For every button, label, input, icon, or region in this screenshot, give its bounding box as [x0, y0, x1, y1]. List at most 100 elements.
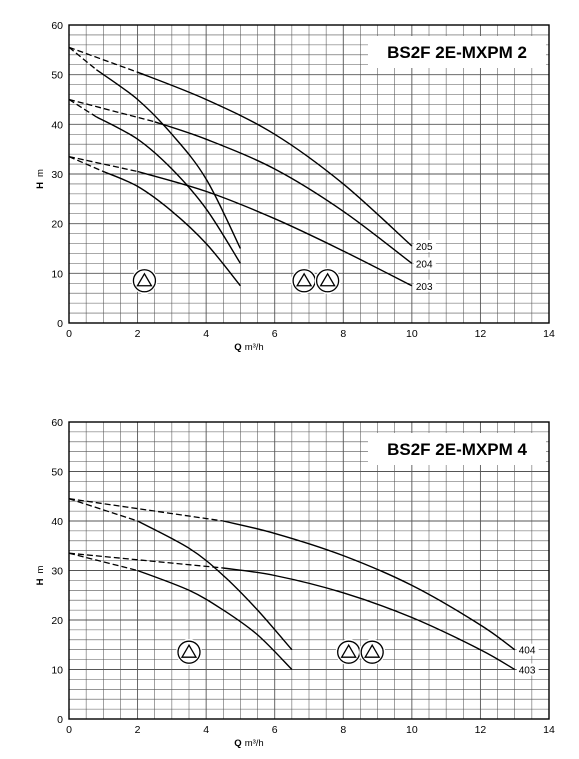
- series-line: [137, 71, 413, 247]
- series-curve: [68, 98, 241, 264]
- chart-title-box: [368, 433, 546, 465]
- series-dashed-segment: [68, 552, 138, 572]
- x-tick-label: 4: [203, 328, 209, 340]
- x-tick-label: 0: [66, 724, 72, 736]
- pump-triangle-icon: [364, 643, 381, 658]
- x-tick-label: 12: [475, 328, 487, 340]
- series-label-bg: [413, 279, 436, 292]
- y-axis-label-unit: m: [35, 169, 46, 177]
- series-line: [223, 520, 516, 651]
- y-tick-label: 60: [51, 417, 63, 429]
- series-dashed-segment: [68, 46, 138, 73]
- series-line: [96, 116, 241, 264]
- x-tick-label: 0: [66, 328, 72, 340]
- x-tick-label: 8: [340, 724, 346, 736]
- series-dashed-segment: [68, 552, 224, 569]
- series-curve: 203: [68, 155, 436, 293]
- chart-1: 0 2 4 6 8 10 12 14 0 10 20 30 40 50 60 Q m³/h Hm BS2F 2E-M…: [35, 20, 555, 353]
- series-dashed-segment: [68, 98, 155, 123]
- series-label: 203: [416, 282, 433, 293]
- series-line: [137, 170, 413, 287]
- y-axis-label: Hm: [35, 169, 46, 189]
- x-tick-label: 8: [340, 328, 346, 340]
- series-label-bg: [413, 240, 436, 253]
- chart-grid: [68, 24, 550, 324]
- chart-grid: [68, 421, 550, 720]
- chart-title: BS2F 2E-MXPM 4: [387, 440, 527, 459]
- chart-title-box: [368, 36, 546, 68]
- series-label-bg: [516, 643, 539, 656]
- x-tick-label: 14: [543, 328, 555, 340]
- series-dashed-segment: [68, 498, 138, 522]
- series-line: [103, 170, 241, 287]
- x-tick-label: 2: [135, 724, 141, 736]
- pump-symbol: [335, 639, 386, 666]
- series-curve: [68, 552, 293, 670]
- x-tick-label: 4: [203, 724, 209, 736]
- y-tick-label: 30: [51, 566, 63, 578]
- x-tick-label: 12: [475, 724, 487, 736]
- y-tick-label: 40: [51, 516, 63, 528]
- series-curve: 205: [68, 46, 436, 253]
- y-tick-label: 20: [51, 219, 63, 231]
- y-axis-label-symbol: H: [35, 182, 46, 189]
- plot-frame: [68, 24, 550, 324]
- series-dashed-segment: [68, 46, 97, 71]
- y-tick-label: 30: [51, 169, 63, 181]
- y-tick-label: 10: [51, 665, 63, 677]
- pump-triangle-icon: [136, 272, 153, 287]
- x-tick-label: 10: [406, 724, 418, 736]
- pump-symbol: [291, 267, 341, 294]
- series-label: 204: [416, 259, 433, 270]
- series-curve: [68, 46, 242, 249]
- series-label: 205: [416, 242, 433, 253]
- series-line: [137, 569, 293, 670]
- x-axis-label-unit: m³/h: [245, 342, 264, 353]
- x-axis-label-symbol: Q: [234, 342, 241, 353]
- y-tick-label: 0: [57, 714, 63, 726]
- series-label-bg: [516, 663, 539, 676]
- y-tick-label: 0: [57, 318, 63, 330]
- x-tick-label: 14: [543, 724, 555, 736]
- x-axis-label-symbol: Q: [234, 738, 241, 749]
- series-curve: 204: [68, 98, 436, 270]
- series-line: [154, 121, 413, 264]
- y-axis-label: Hm: [35, 565, 46, 585]
- series-curve: [68, 498, 293, 651]
- y-axis-label-symbol: H: [35, 578, 46, 585]
- x-tick-label: 6: [272, 724, 278, 736]
- series-line: [223, 567, 516, 671]
- series-dashed-segment: [68, 156, 104, 173]
- series-line: [137, 520, 293, 651]
- pump-symbol: [176, 639, 202, 666]
- x-tick-label: 10: [406, 328, 418, 340]
- y-tick-label: 60: [51, 20, 63, 32]
- pump-triangle-icon: [319, 272, 336, 287]
- pump-symbol: [131, 267, 158, 294]
- x-tick-label: 2: [135, 328, 141, 340]
- series-label: 404: [519, 646, 536, 657]
- chart-2: 0 2 4 6 8 10 12 14 0 10 20 30 40 50 60 Q m³/h Hm BS2F 2E-M…: [35, 417, 555, 749]
- x-axis-label-unit: m³/h: [245, 738, 264, 749]
- series-dashed-segment: [68, 98, 97, 118]
- y-tick-label: 20: [51, 615, 63, 627]
- y-tick-label: 40: [51, 119, 63, 131]
- series-dashed-segment: [68, 498, 224, 522]
- y-axis-label-unit: m: [35, 565, 46, 573]
- plot-frame: [68, 421, 550, 720]
- y-tick-label: 50: [51, 70, 63, 82]
- series-label-bg: [413, 257, 436, 270]
- series-curve: 403: [68, 552, 539, 677]
- series-line: [95, 69, 242, 249]
- series-curve: [68, 156, 241, 287]
- pump-triangle-icon: [295, 272, 313, 287]
- pump-triangle-icon: [340, 643, 357, 658]
- y-tick-label: 10: [51, 268, 63, 280]
- series-label: 403: [519, 666, 536, 677]
- x-tick-label: 6: [272, 328, 278, 340]
- y-tick-label: 50: [51, 467, 63, 479]
